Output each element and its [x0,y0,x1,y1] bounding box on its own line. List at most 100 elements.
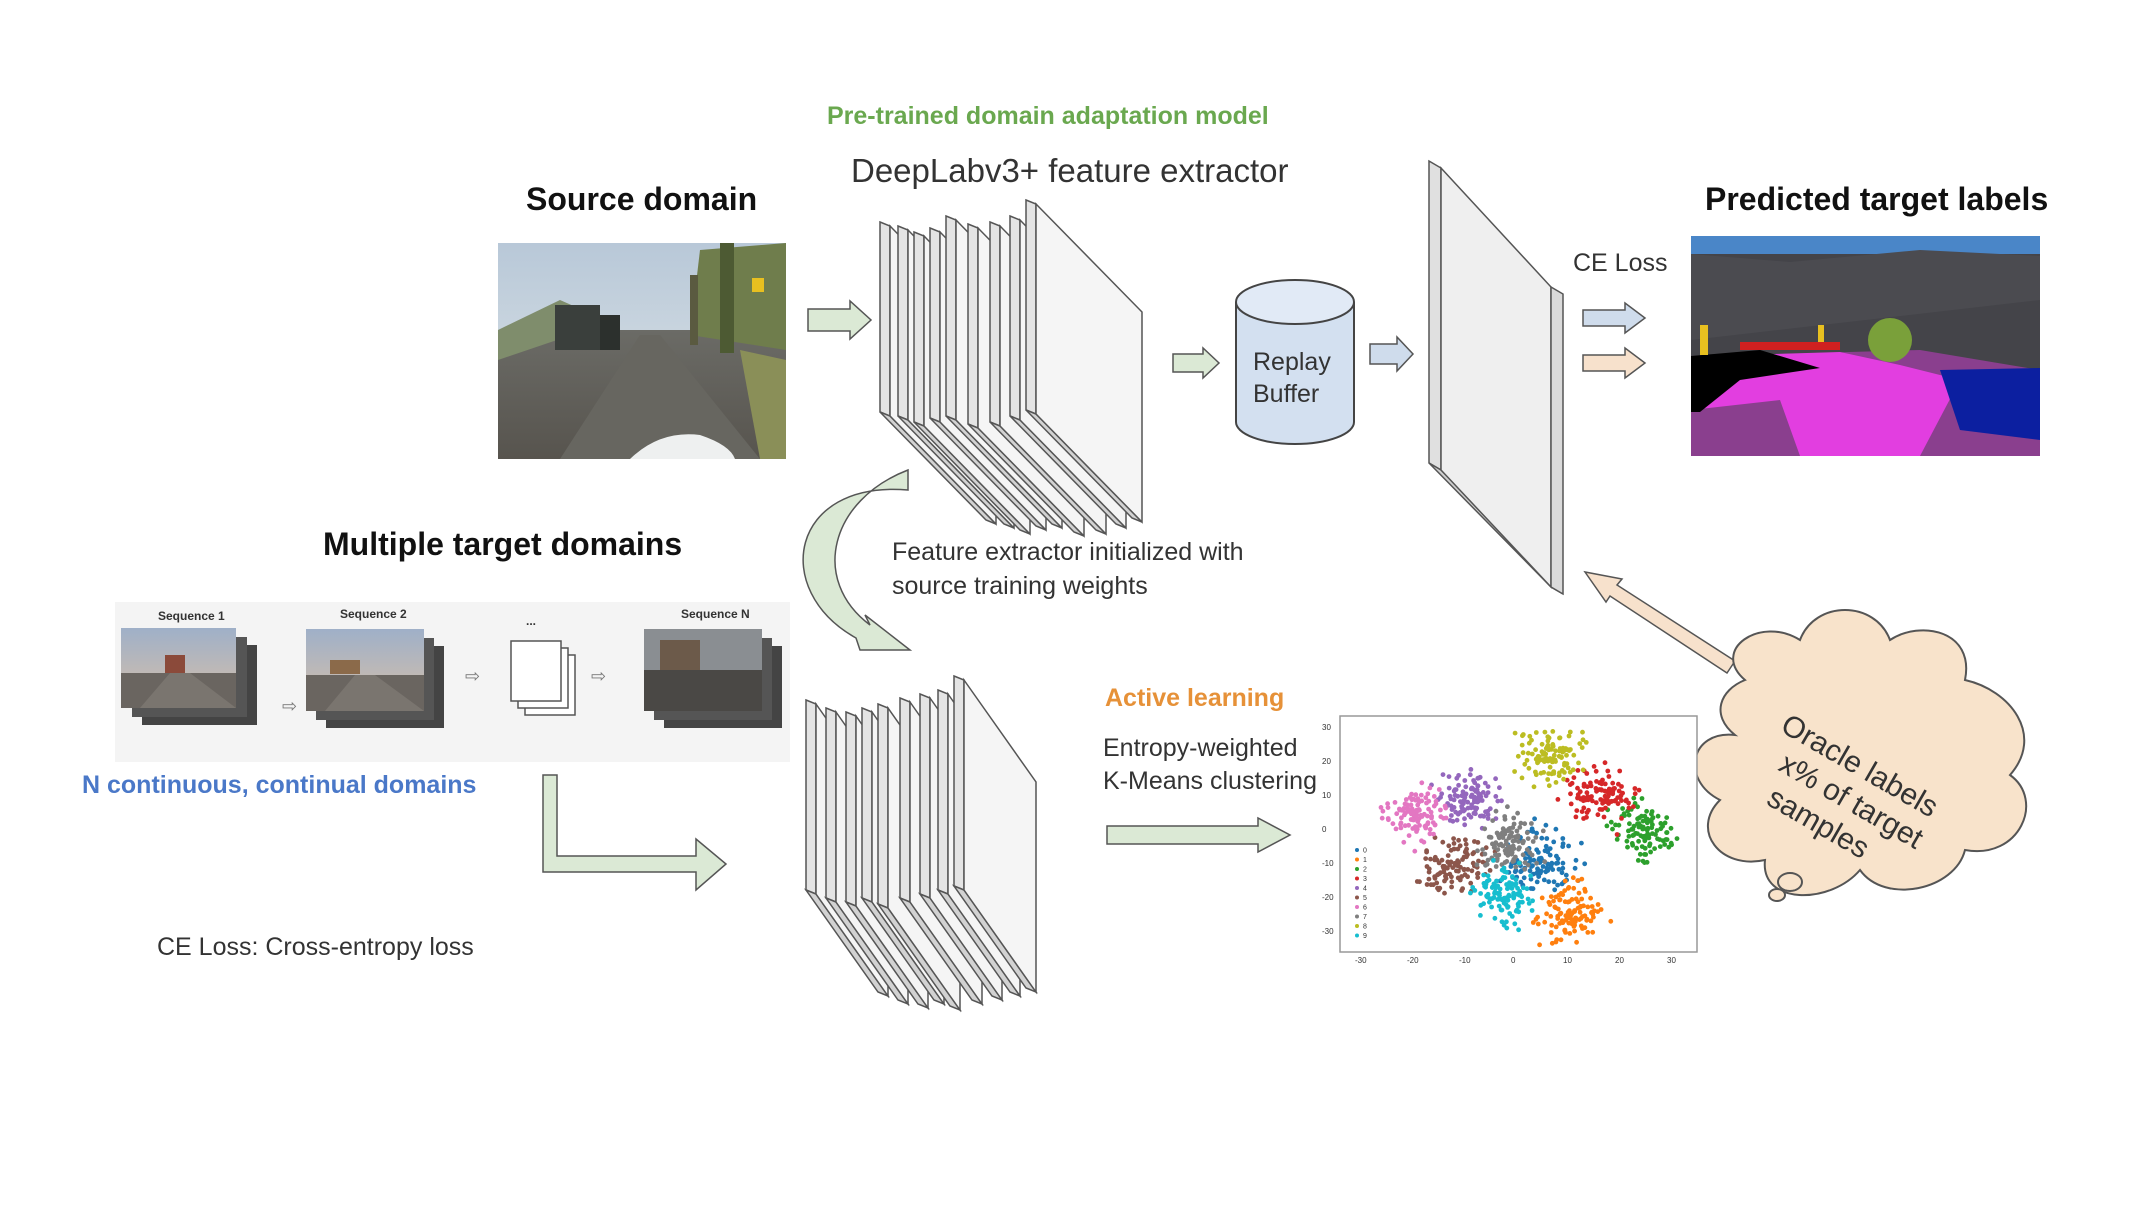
multiple-targets-title: Multiple target domains [323,526,683,562]
scatter-point [1576,760,1581,766]
scatter-point [1546,783,1552,789]
scatter-point [1539,835,1545,841]
scatter-point [1433,801,1439,807]
arrow-ce-loss-blue [1582,301,1647,335]
scatter-point [1571,775,1577,780]
cluster-scatter-plot: 0 1 2 3 4 5 6 7 8 9 [1339,715,1698,953]
scatter-point [1509,914,1515,919]
scatter-point [1502,875,1508,881]
scatter-point [1646,832,1652,838]
scatter-point [1632,786,1638,791]
scatter-point [1428,856,1433,862]
scatter-point [1637,851,1643,857]
scatter-point [1560,865,1566,871]
feature-init-line-2: source training weights [892,572,1148,600]
scatter-point [1584,790,1590,796]
feature-extractor-bottom [803,674,1039,1013]
scatter-point [1386,817,1391,823]
arrow-ce-loss-peach [1582,346,1647,380]
scatter-point [1419,780,1425,786]
scatter-point [1536,874,1542,879]
scatter-point [1483,845,1489,851]
scatter-point [1563,872,1569,878]
scatter-point [1643,852,1649,857]
scatter-point [1425,791,1431,797]
scatter-point [1635,816,1640,822]
scatter-point [1451,841,1457,846]
legend-label: 4 [1363,886,1367,893]
scatter-point [1570,767,1576,773]
scatter-point [1548,914,1554,919]
svg-text:⇨: ⇨ [282,696,297,716]
scatter-point [1586,807,1591,813]
scatter-point [1509,834,1514,839]
scatter-point [1540,864,1546,869]
scatter-point [1512,921,1518,927]
scatter-point [1577,789,1583,795]
sequence-2-stack [306,629,444,728]
scatter-point [1635,858,1641,863]
scatter-point [1505,897,1511,903]
scatter-point [1629,841,1635,846]
scatter-point [1549,861,1555,867]
predicted-labels-image [1691,236,2040,456]
scatter-point [1599,807,1605,812]
legend-marker [1355,876,1359,881]
scatter-point [1553,924,1559,930]
scatter-point [1509,885,1515,891]
scatter-point [1571,885,1577,891]
scatter-point [1538,868,1544,874]
legend-label: 6 [1363,905,1367,912]
scatter-point [1440,772,1446,777]
scatter-point [1560,860,1566,866]
scatter-point [1566,843,1571,849]
legend-label: 7 [1363,914,1367,921]
scatter-point [1575,878,1581,883]
arrow-source-to-deeplab [807,299,873,341]
svg-text:⇨: ⇨ [465,666,480,686]
scatter-point [1398,822,1403,827]
scatter-point [1635,804,1640,810]
scatter-point [1598,779,1604,785]
scatter-point [1469,868,1475,874]
scatter-point [1548,894,1554,899]
scatter-point [1492,915,1498,921]
scatter-point [1581,805,1587,811]
scatter-point [1498,907,1504,913]
scatter-point [1576,890,1582,896]
scatter-point [1527,868,1533,874]
scatter-point [1485,784,1491,789]
scatter-point [1524,830,1530,836]
scatter-point [1392,800,1398,805]
scatter-point [1645,816,1650,822]
entropy-line-2: K-Means clustering [1103,767,1317,795]
scatter-point [1662,842,1668,847]
scatter-point [1590,929,1596,935]
scatter-point [1463,841,1469,847]
oracle-thought-cloud [1693,609,2028,902]
scatter-point [1583,740,1589,745]
scatter-point [1636,787,1642,793]
scatter-point [1579,745,1585,750]
scatter-point [1487,834,1493,840]
scatter-point [1630,826,1636,832]
scatter-point [1520,852,1526,858]
scatter-point [1425,813,1430,819]
scatter-point [1580,926,1585,931]
scatter-point [1588,918,1594,924]
scatter-point [1465,867,1471,872]
scatter-point [1571,752,1577,758]
scatter-point [1460,806,1466,812]
scatter-point [1581,795,1586,800]
scatter-point [1479,798,1485,803]
scatter-point [1468,805,1474,811]
scatter-point [1499,798,1504,804]
scatter-point [1562,888,1568,893]
scatter-point [1423,795,1429,801]
scatter-point [1487,868,1493,873]
scatter-point [1406,822,1411,828]
continuous-domains-title: N continuous, continual domains [82,771,477,799]
scatter-point [1543,843,1549,849]
scatter-point [1542,919,1548,925]
scatter-point [1519,775,1525,781]
